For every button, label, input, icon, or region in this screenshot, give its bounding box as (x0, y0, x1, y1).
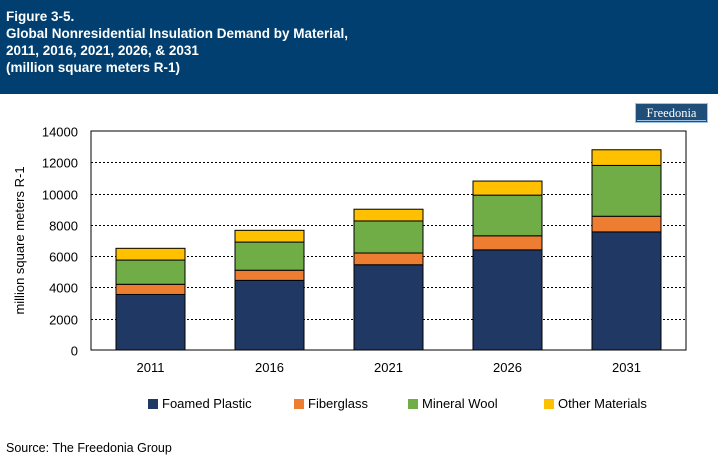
bar-mineral-wool-2021 (353, 220, 424, 254)
y-axis-title: million square meters R-1 (12, 166, 27, 314)
x-tick-label: 2016 (255, 360, 284, 375)
y-tick-label: 4000 (49, 281, 78, 296)
bar-mineral-wool-2026 (472, 194, 543, 237)
bar-foamed-plastic-2026 (472, 249, 543, 351)
bar-foamed-plastic-2016 (234, 279, 305, 351)
x-tick-label: 2011 (137, 360, 165, 375)
bar-fiberglass-2016 (234, 269, 305, 281)
bar-mineral-wool-2011 (115, 259, 186, 285)
y-tick-label: 14000 (42, 125, 78, 140)
y-tick-label: 12000 (42, 156, 78, 171)
stacked-bar-chart: 0 2000 4000 6000 8000 10000 12000 14000 million … (12, 125, 687, 375)
legend-label: Other Materials (558, 396, 647, 411)
logo-underline (637, 120, 706, 121)
legend-label: Mineral Wool (422, 396, 498, 411)
bar-fiberglass-2031 (591, 215, 662, 233)
plot-frame (90, 130, 687, 351)
x-tick-label: 2031 (612, 360, 641, 375)
bar-other-materials-2026 (472, 180, 543, 196)
figure-header: Figure 3-5. Global Nonresidential Insula… (0, 0, 718, 94)
bar-fiberglass-2011 (115, 283, 186, 295)
bar-foamed-plastic-2021 (353, 264, 424, 351)
bar-other-materials-2021 (353, 208, 424, 222)
bar-other-materials-2016 (234, 229, 305, 243)
bar-foamed-plastic-2031 (591, 231, 662, 351)
chart-title-line-2: 2011, 2016, 2021, 2026, & 2031 (6, 43, 199, 58)
legend-label: Foamed Plastic (162, 396, 252, 411)
bar-fiberglass-2026 (472, 235, 543, 251)
y-tick-label: 8000 (49, 219, 78, 234)
bar-mineral-wool-2016 (234, 241, 305, 271)
legend-swatch (294, 399, 304, 409)
chart-legend: Foamed Plastic Fiberglass Mineral Wool Othe… (0, 396, 718, 414)
bar-fiberglass-2021 (353, 252, 424, 266)
y-tick-label: 0 (71, 344, 78, 359)
legend-label: Fiberglass (308, 396, 368, 411)
bar-foamed-plastic-2011 (115, 293, 186, 351)
y-tick-label: 10000 (42, 188, 78, 203)
legend-swatch (148, 399, 158, 409)
legend-swatch (544, 399, 554, 409)
chart-title-line-3: (million square meters R-1) (6, 60, 181, 75)
legend-swatch (408, 399, 418, 409)
bar-other-materials-2011 (115, 247, 186, 261)
figure-label: Figure 3-5. (6, 9, 75, 24)
bar-mineral-wool-2031 (591, 164, 662, 217)
y-tick-label: 2000 (49, 313, 78, 328)
source-note: Source: The Freedonia Group (6, 441, 172, 455)
x-tick-label: 2021 (374, 360, 403, 375)
chart-title-line-1: Global Nonresidential Insulation Demand … (6, 26, 349, 41)
freedonia-logo: Freedonia (635, 103, 708, 123)
bar-other-materials-2031 (591, 149, 662, 166)
x-tick-label: 2026 (493, 360, 522, 375)
y-tick-label: 6000 (49, 250, 78, 265)
